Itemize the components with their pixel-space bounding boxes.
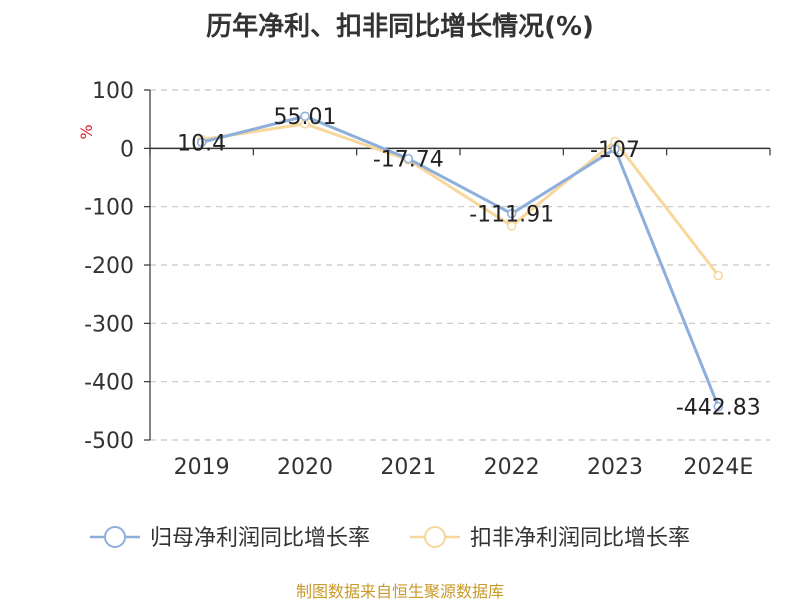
x-tick-label: 2022 [484, 455, 540, 480]
y-tick-label: -200 [84, 254, 134, 279]
data-point [403, 153, 414, 164]
legend-label: 扣非净利润同比增长率 [470, 526, 690, 551]
y-axis-unit: % [77, 124, 96, 139]
legend-marker [104, 526, 126, 548]
y-tick-label: 100 [92, 79, 134, 104]
series-line [201, 122, 720, 277]
data-point [506, 208, 517, 219]
y-tick-labels: 100 0 -100 -200 -300 -400 -500 [84, 79, 134, 454]
data-point [713, 401, 724, 412]
legend-marker [424, 526, 446, 548]
x-tick-labels: 2019 2020 2021 2022 2023 2024E [174, 455, 754, 480]
y-tick-label: -300 [84, 312, 134, 337]
data-point [506, 221, 517, 231]
data-label: -442.83 [676, 396, 761, 421]
chart-title: 历年净利、扣非同比增长情况(%) [206, 12, 594, 42]
y-tick-label: 0 [120, 137, 134, 162]
data-labels: 10.4 55.01 -17.74 -111.91 -107 -442.83 [177, 105, 761, 420]
legend-label: 归母净利润同比增长率 [150, 526, 370, 551]
x-tick-label: 2019 [174, 455, 230, 480]
grid-lines [150, 89, 770, 441]
data-point [713, 270, 724, 281]
data-label: -111.91 [469, 203, 554, 228]
x-tick-label: 2020 [277, 455, 333, 480]
y-tick-label: -400 [84, 371, 134, 396]
x-tick-label: 2024E [683, 455, 753, 480]
data-label: 55.01 [274, 105, 337, 130]
legend: 归母净利润同比增长率 扣非净利润同比增长率 [90, 526, 690, 551]
x-tick-label: 2021 [380, 455, 436, 480]
y-tick-label: -500 [84, 429, 134, 454]
series-line [201, 114, 720, 408]
data-point [610, 144, 620, 154]
data-label: -17.74 [373, 148, 444, 173]
data-source-note: 制图数据来自恒生聚源数据库 [295, 582, 504, 601]
data-point [300, 111, 310, 121]
data-label: -107 [590, 138, 640, 163]
x-tick-label: 2023 [587, 455, 643, 480]
data-label: 10.4 [177, 131, 226, 156]
series-lines [196, 111, 724, 412]
y-tick-label: -100 [84, 196, 134, 221]
axes [144, 89, 771, 441]
data-point [196, 137, 207, 148]
